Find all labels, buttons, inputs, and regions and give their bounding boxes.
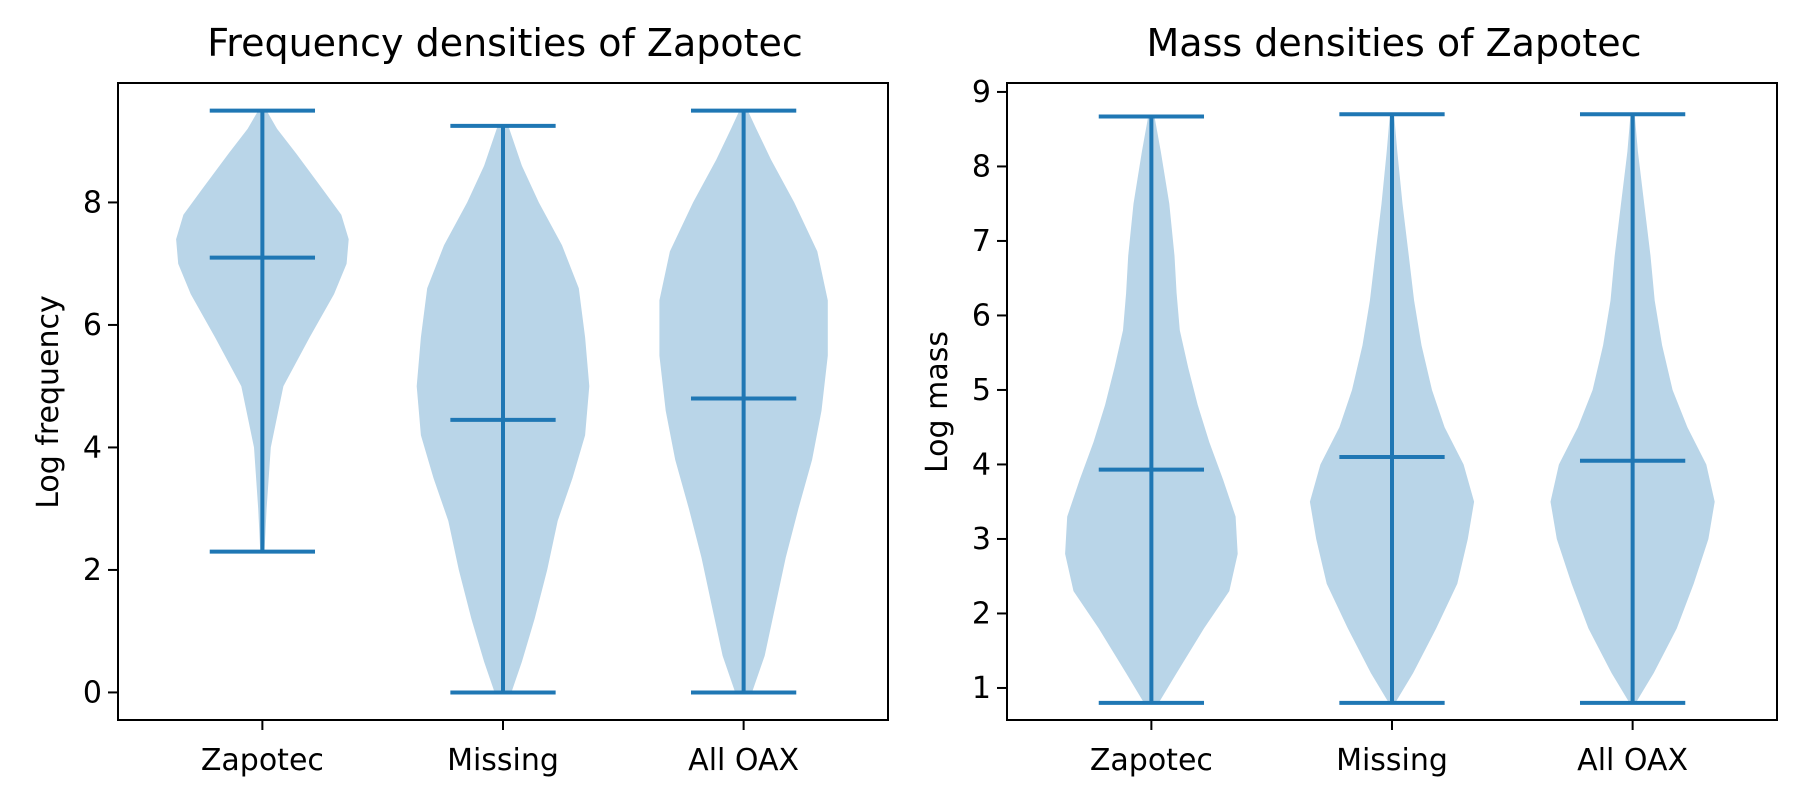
- y-tick-label: 2: [83, 553, 102, 588]
- axes-frame-mass: [1006, 82, 1778, 721]
- y-tick-label: 8: [972, 149, 991, 184]
- chart-title-frequency: Frequency densities of Zapotec: [207, 21, 803, 65]
- y-tick-label: 0: [83, 675, 102, 710]
- y-axis-label-frequency: Log frequency: [31, 295, 66, 509]
- y-tick-label: 4: [83, 430, 102, 465]
- y-tick-label: 5: [972, 373, 991, 408]
- chart-panel-mass: Mass densities of Zapotec Log mass 1 2 3 4 5…: [920, 21, 1778, 778]
- chart-title-mass: Mass densities of Zapotec: [1147, 21, 1642, 65]
- y-tick-label: 7: [972, 224, 991, 259]
- x-tick-label-all-oax: All OAX: [1577, 743, 1688, 778]
- y-tick-label: 2: [972, 596, 991, 631]
- x-tick-label-missing: Missing: [447, 743, 559, 778]
- axes-frame-frequency: [117, 82, 889, 721]
- y-tick-label: 6: [972, 298, 991, 333]
- x-tick-label-zapotec: Zapotec: [201, 743, 324, 778]
- x-tick-label-all-oax: All OAX: [688, 743, 799, 778]
- chart-panel-frequency: Frequency densities of Zapotec Log frequ…: [31, 21, 889, 778]
- y-tick-label: 3: [972, 522, 991, 557]
- x-tick-label-missing: Missing: [1336, 743, 1448, 778]
- y-tick-label: 8: [83, 185, 102, 220]
- y-tick-label: 1: [972, 671, 991, 706]
- y-axis-label-mass: Log mass: [920, 331, 955, 473]
- plot-area-mass: 1 2 3 4 5 6 7 8 9 Zapotec Missing All OAX: [972, 75, 1715, 778]
- plot-area-frequency: 0 2 4 6 8 Zapotec Missing All OAX: [83, 108, 828, 778]
- y-tick-label: 6: [83, 308, 102, 343]
- y-tick-label: 4: [972, 447, 991, 482]
- x-tick-label-zapotec: Zapotec: [1090, 743, 1213, 778]
- y-tick-label: 9: [972, 75, 991, 110]
